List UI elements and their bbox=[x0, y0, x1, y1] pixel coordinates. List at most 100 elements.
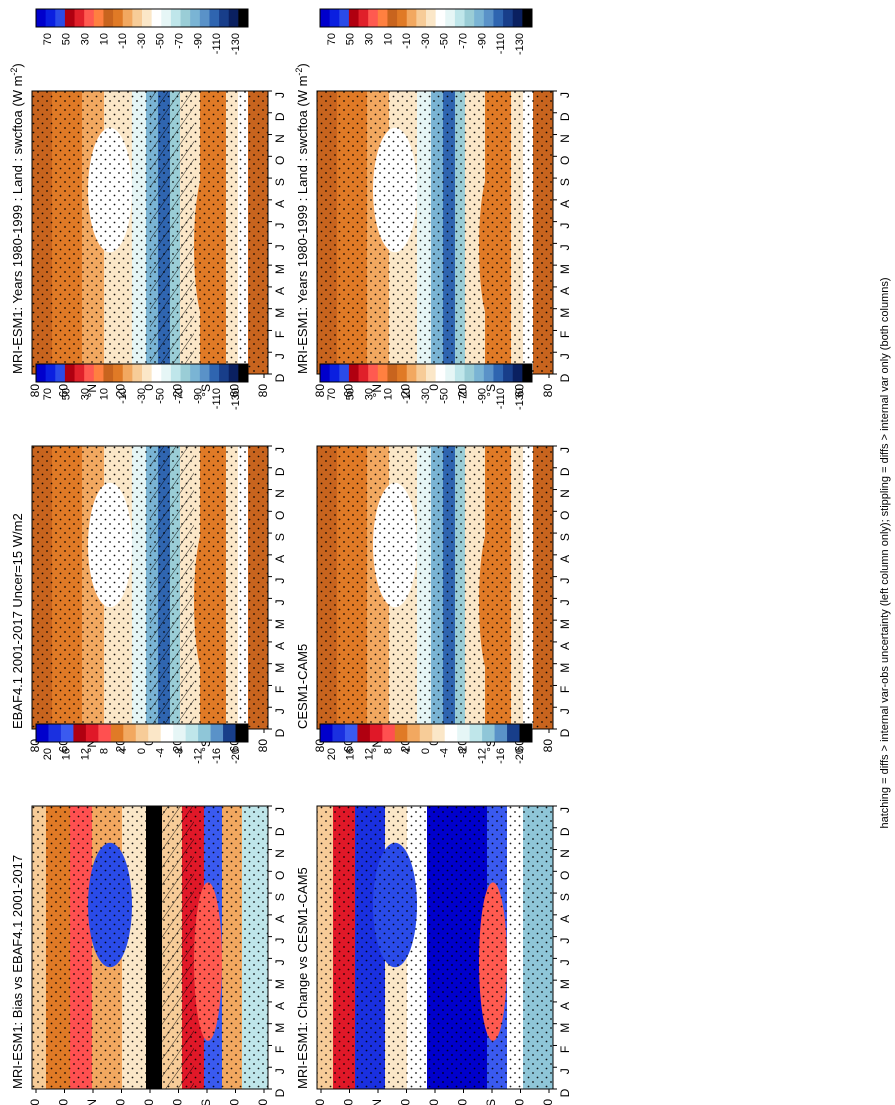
colorbar-frame bbox=[319, 723, 533, 743]
colorbar-swatch bbox=[493, 9, 504, 27]
colorbar-swatch bbox=[190, 364, 201, 382]
colorbar-label: 12 bbox=[364, 748, 376, 760]
colorbar-swatch bbox=[397, 9, 408, 27]
month-label: A bbox=[273, 200, 287, 208]
colorbar-label: 70 bbox=[42, 388, 54, 400]
colorbar-label: -110 bbox=[211, 33, 223, 54]
month-label: J bbox=[558, 92, 572, 98]
colorbar-swatch bbox=[110, 724, 124, 742]
colorbar-swatch bbox=[198, 724, 212, 742]
lat-label: 0 bbox=[427, 1099, 441, 1105]
colorbar: 70 50 30 10 -10 -30 -50 -70 -90 -110 -130 bbox=[319, 8, 533, 55]
lat-label: °S bbox=[484, 384, 498, 397]
colorbar-label: -8 bbox=[174, 748, 186, 758]
colorbar-swatch bbox=[435, 364, 446, 382]
colorbar-swatch bbox=[454, 364, 466, 382]
month-label: A bbox=[273, 642, 287, 650]
colorbar-swatch bbox=[93, 9, 104, 27]
colorbar-swatch bbox=[223, 724, 237, 742]
colorbar-label: -110 bbox=[495, 33, 507, 54]
colorbar-swatch bbox=[36, 364, 47, 382]
colorbar: 70 50 30 10 -10 -30 -50 -70 -90 -110 -130 bbox=[35, 363, 249, 410]
colorbar-swatch bbox=[103, 364, 114, 382]
colorbar-label: -20 bbox=[514, 748, 526, 764]
month-label: N bbox=[273, 489, 287, 498]
colorbar-label: 16 bbox=[345, 748, 357, 760]
lat-label: 60 bbox=[513, 384, 527, 398]
colorbar-label: -130 bbox=[230, 388, 242, 410]
colorbar-swatch bbox=[416, 364, 427, 382]
colorbar-label: -30 bbox=[420, 388, 432, 404]
month-label: N bbox=[558, 134, 572, 143]
colorbar-swatch bbox=[98, 724, 112, 742]
colorbar-swatch bbox=[160, 724, 174, 742]
colorbar-swatch bbox=[519, 724, 533, 742]
lat-label: 0 bbox=[427, 384, 441, 391]
month-label: S bbox=[558, 893, 572, 901]
colorbar-label: 50 bbox=[345, 388, 357, 400]
colorbar-swatch bbox=[416, 9, 427, 27]
colorbar-swatch bbox=[344, 724, 358, 742]
colorbar-label: 10 bbox=[382, 33, 394, 45]
month-label: J bbox=[558, 223, 572, 229]
month-label: A bbox=[558, 555, 572, 563]
lat-label: 60 bbox=[342, 1099, 356, 1105]
month-label: J bbox=[273, 447, 287, 453]
colorbar-swatch bbox=[180, 364, 191, 382]
colorbar-label: -130 bbox=[514, 388, 526, 410]
month-label: J bbox=[273, 1068, 287, 1074]
colorbar-swatch bbox=[235, 724, 249, 742]
lat-label: 80 bbox=[256, 1099, 270, 1105]
lat-label: 80 bbox=[313, 384, 327, 398]
month-label: A bbox=[558, 915, 572, 923]
month-label: M bbox=[273, 1023, 287, 1033]
colorbar: 20 16 12 8 4 0 -4 -8 -12 -16 -20 bbox=[319, 723, 533, 764]
colorbar-swatch bbox=[219, 9, 230, 27]
colorbar-swatch bbox=[85, 724, 99, 742]
month-label: N bbox=[273, 849, 287, 858]
month-label: F bbox=[273, 1046, 287, 1053]
colorbar-swatch bbox=[45, 9, 56, 27]
figure-footnote: hatching = diffs > internal var-obs unce… bbox=[879, 277, 891, 828]
month-label: J bbox=[558, 1068, 572, 1074]
month-label: M bbox=[558, 619, 572, 629]
month-label: J bbox=[558, 708, 572, 714]
month-label: J bbox=[558, 959, 572, 965]
colorbar-swatch bbox=[122, 364, 133, 382]
colorbar-swatch bbox=[36, 724, 49, 742]
colorbar-swatch bbox=[469, 724, 483, 742]
lat-label: 20 bbox=[399, 384, 413, 398]
colorbar-swatch bbox=[503, 9, 514, 27]
colorbar-swatch bbox=[457, 724, 471, 742]
colorbar-swatch bbox=[464, 364, 475, 382]
colorbar-label: 10 bbox=[98, 33, 110, 45]
colorbar-label: 0 bbox=[420, 748, 432, 754]
month-label: J bbox=[273, 599, 287, 605]
month-label: J bbox=[558, 807, 572, 813]
month-label: J bbox=[273, 223, 287, 229]
colorbar-label: 70 bbox=[326, 33, 338, 45]
colorbar-label: -12 bbox=[192, 748, 204, 764]
month-label: M bbox=[558, 1023, 572, 1033]
colorbar-swatch bbox=[36, 9, 47, 27]
colorbar-label: 30 bbox=[364, 33, 376, 45]
month-label: F bbox=[558, 1046, 572, 1053]
colorbar-swatch bbox=[84, 364, 95, 382]
colorbar-swatch bbox=[45, 364, 56, 382]
colorbar-swatch bbox=[329, 364, 340, 382]
colorbar-swatch bbox=[209, 9, 220, 27]
month-label: O bbox=[558, 871, 572, 880]
colorbar-swatch bbox=[123, 724, 137, 742]
month-label: S bbox=[558, 178, 572, 186]
stippling-overlay bbox=[317, 806, 553, 1089]
month-label: O bbox=[273, 871, 287, 880]
colorbar-swatch bbox=[432, 724, 446, 742]
colorbar-swatch bbox=[474, 364, 485, 382]
colorbar-swatch bbox=[320, 9, 331, 27]
colorbar-label: 4 bbox=[401, 748, 413, 754]
colorbar-swatch bbox=[493, 364, 504, 382]
colorbar-swatch bbox=[329, 9, 340, 27]
colorbar-swatch bbox=[512, 9, 523, 27]
